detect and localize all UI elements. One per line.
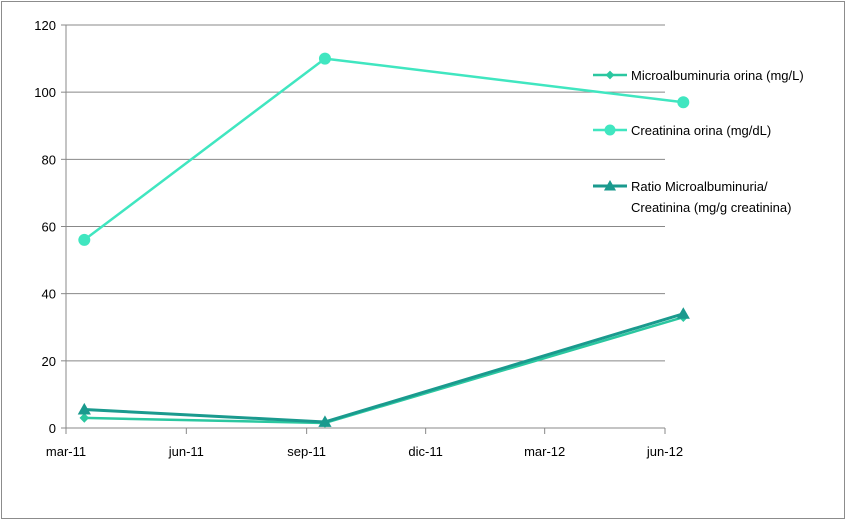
legend-label: Creatinina orina (mg/dL) <box>631 123 771 138</box>
y-tick-label: 0 <box>49 421 56 436</box>
legend: Microalbuminuria orina (mg/L) Creatinina … <box>593 68 804 215</box>
data-point <box>677 96 690 109</box>
x-tick-label: dic-11 <box>408 444 442 459</box>
data-point <box>318 415 332 427</box>
y-tick-label: 40 <box>42 287 56 302</box>
legend-item: Creatinina orina (mg/dL) <box>593 123 771 138</box>
legend-item: Ratio Microalbuminuria/Creatinina (mg/g … <box>593 179 791 215</box>
y-tick-label: 120 <box>34 18 56 33</box>
data-point <box>318 52 331 65</box>
data-point <box>77 402 91 415</box>
x-tick-label: sep-11 <box>287 444 326 459</box>
x-tick-label: mar-11 <box>46 444 86 459</box>
x-tick-label: mar-12 <box>524 444 565 459</box>
series-diamond <box>79 312 689 428</box>
series-triangle <box>77 307 690 427</box>
legend-item: Microalbuminuria orina (mg/L) <box>593 68 804 83</box>
data-point <box>604 124 616 136</box>
legend-label: Microalbuminuria orina (mg/L) <box>631 68 804 83</box>
series-line <box>83 57 684 241</box>
y-tick-label: 100 <box>34 85 56 100</box>
series-circle <box>78 52 690 246</box>
series <box>77 52 690 428</box>
data-point <box>676 307 690 319</box>
axes: 0 20 40 60 80 100 120 mar-11 jun-11 sep-11 dic-11 m… <box>34 18 683 459</box>
legend-label: Creatinina (mg/g creatinina) <box>631 200 791 215</box>
data-point <box>605 70 615 80</box>
y-tick-label: 20 <box>42 354 56 369</box>
legend-label: Ratio Microalbuminuria/ <box>631 179 768 194</box>
y-tick-label: 60 <box>42 220 56 235</box>
series-line <box>84 312 684 424</box>
data-point <box>79 413 90 423</box>
x-tick-label: jun-11 <box>168 444 204 459</box>
x-tick-label: jun-12 <box>646 444 683 459</box>
data-point <box>603 179 617 191</box>
gridlines <box>66 24 665 362</box>
data-point <box>78 233 91 246</box>
series-line <box>84 315 684 425</box>
y-tick-label: 80 <box>42 152 56 167</box>
